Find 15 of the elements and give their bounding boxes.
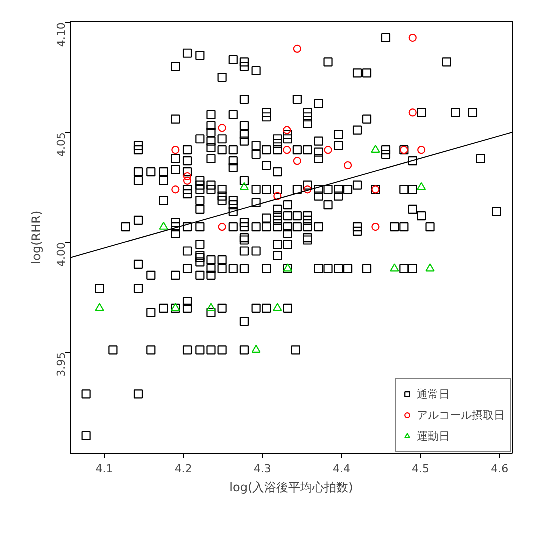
y-tick-label: 4.05 xyxy=(55,132,68,158)
y-axis-title: log(RHR) xyxy=(30,210,44,264)
legend-label: 運動日 xyxy=(417,428,450,444)
y-tick-label: 4.00 xyxy=(55,242,68,267)
legend-label: アルコール摂取日 xyxy=(417,408,505,422)
legend-label: 通常日 xyxy=(417,386,450,402)
y-tick-label: 4.10 xyxy=(55,22,68,48)
x-tick-label: 4.1 xyxy=(96,462,114,476)
x-tick-label: 4.4 xyxy=(332,462,350,476)
y-tick-label: 3.95 xyxy=(55,352,68,377)
x-axis-title: log(入浴後平均心拍数) xyxy=(230,480,354,494)
x-tick-label: 4.2 xyxy=(174,462,192,476)
x-tick-label: 4.5 xyxy=(412,462,430,476)
x-tick-label: 4.3 xyxy=(254,462,272,476)
x-tick-label: 4.6 xyxy=(491,462,509,476)
